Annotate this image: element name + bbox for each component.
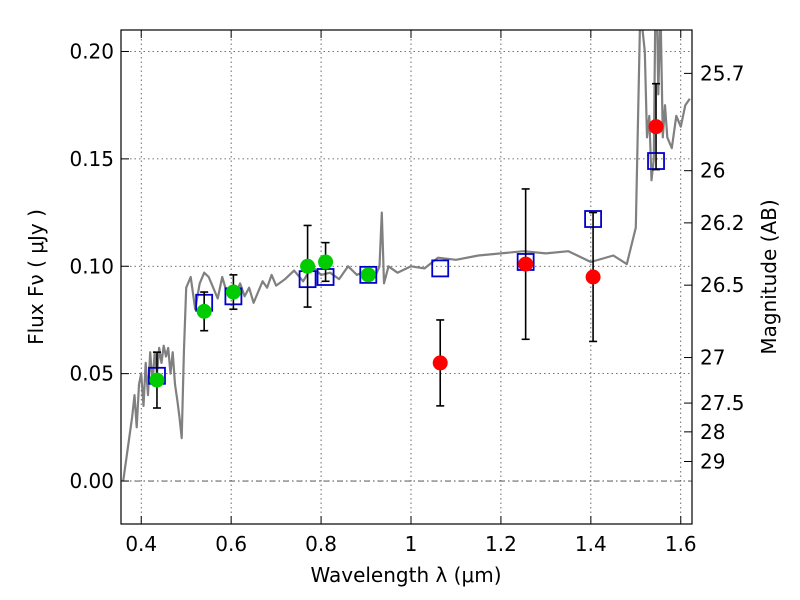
magnitude-tick-label: 27 <box>700 346 725 370</box>
x-tick-label: 1 <box>405 532 418 556</box>
red-data-point <box>432 355 448 371</box>
x-tick-label: 1.4 <box>575 532 607 556</box>
x-tick-label: 1.2 <box>485 532 517 556</box>
model-spectrum-line <box>122 30 691 482</box>
y-tick-label: 0.15 <box>69 147 114 171</box>
grid <box>121 30 692 524</box>
x-tick-label: 1.6 <box>665 532 697 556</box>
magnitude-tick-label: 26 <box>700 159 725 183</box>
red-data-point <box>585 269 601 285</box>
plot-frame <box>120 29 693 525</box>
x-tick-label: 0.6 <box>215 532 247 556</box>
x-tick-label: 0.4 <box>125 532 157 556</box>
y-tick-label: 0.20 <box>69 39 114 63</box>
magnitude-tick-label: 25.7 <box>700 61 745 85</box>
magnitude-tick-label: 26.2 <box>700 211 745 235</box>
green-data-point <box>360 267 376 283</box>
model-photometry-square <box>359 265 378 284</box>
model-photometry-square <box>431 259 450 278</box>
red-data-point <box>648 119 664 135</box>
ticks: 0.4 0.6 0.8 1 1.2 1.4 1.6 0.00 0.05 0.10 0.15 0.20 2… <box>69 30 745 556</box>
red-data-point <box>518 256 534 272</box>
y-tick-label: 0.10 <box>69 254 114 278</box>
magnitude-tick-label: 27.5 <box>700 391 745 415</box>
magnitude-tick-label: 29 <box>700 449 725 473</box>
green-data-point <box>318 254 334 270</box>
green-data-point <box>300 258 316 274</box>
y-tick-label: 0.05 <box>69 362 114 386</box>
magnitude-axis-label: Magnitude (AB) <box>757 199 781 354</box>
y-tick-label: 0.00 <box>69 469 114 493</box>
y-axis-label: Flux Fν ( μJy ) <box>24 209 48 345</box>
green-data-point <box>196 303 212 319</box>
green-data-point <box>225 284 241 300</box>
green-data-point <box>149 372 165 388</box>
x-axis-label: Wavelength λ (μm) <box>310 563 501 587</box>
x-tick-label: 0.8 <box>305 532 337 556</box>
magnitude-tick-label: 28 <box>700 420 725 444</box>
data-layer <box>122 30 691 482</box>
magnitude-tick-label: 26.5 <box>700 273 745 297</box>
plot-area <box>121 30 692 524</box>
